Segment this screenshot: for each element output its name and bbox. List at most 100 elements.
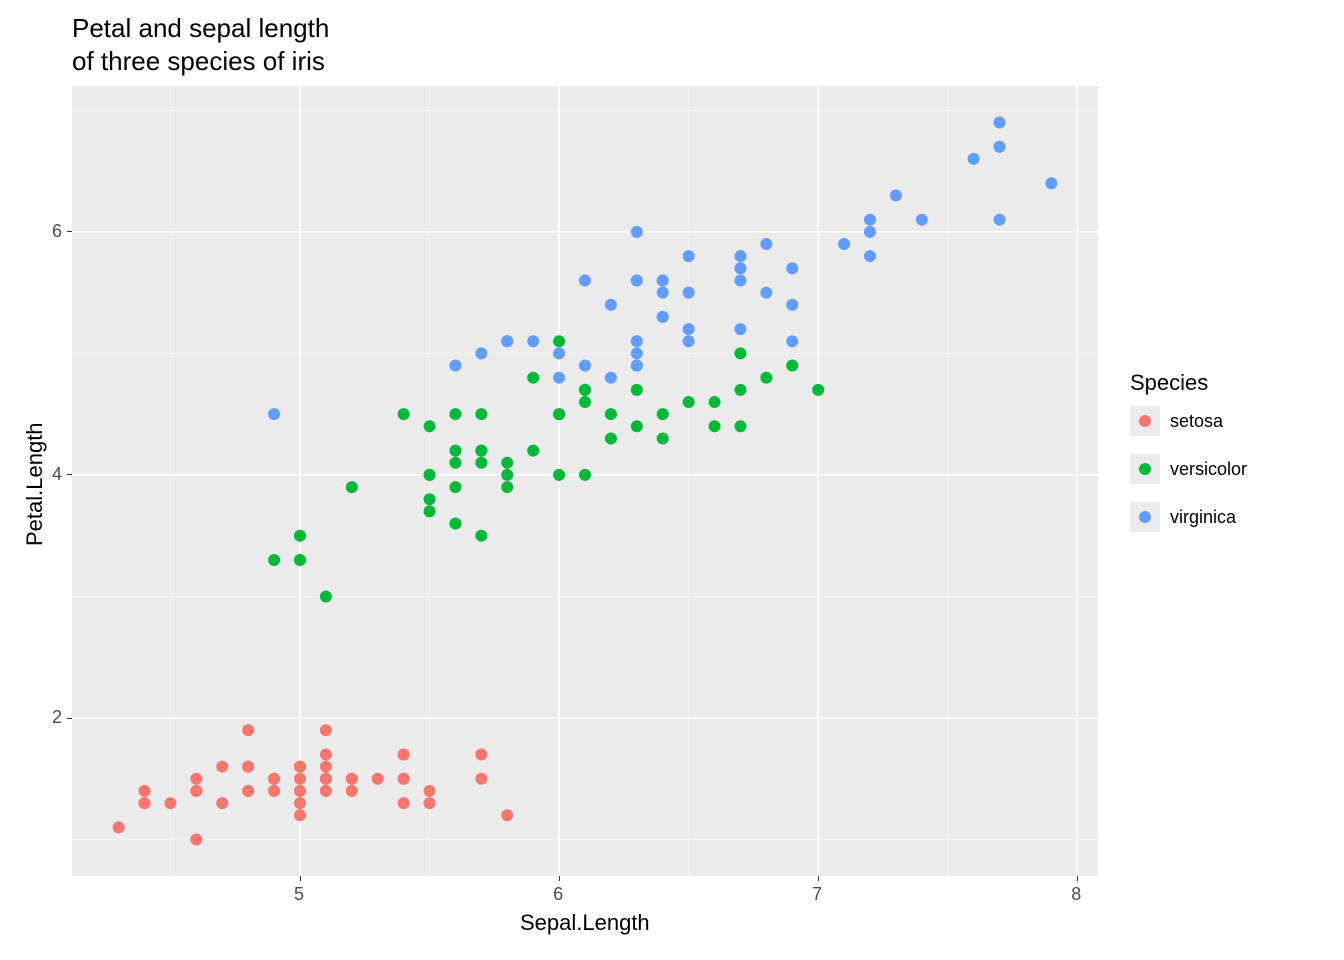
data-point [760,372,772,384]
data-point [734,250,746,262]
data-point [475,347,487,359]
data-point [605,432,617,444]
data-point [449,445,461,457]
data-point [424,505,436,517]
data-point [631,347,643,359]
data-point [786,335,798,347]
data-point [320,590,332,602]
legend-label: virginica [1170,507,1236,528]
data-point [139,797,151,809]
data-point [864,214,876,226]
data-point [631,360,643,372]
data-point [294,773,306,785]
legend-key [1130,406,1160,436]
data-point [268,408,280,420]
data-point [994,141,1006,153]
legend-item-setosa: setosa [1130,406,1223,436]
data-point [242,761,254,773]
data-point [683,287,695,299]
data-point [320,785,332,797]
data-point [294,809,306,821]
data-point [268,785,280,797]
chart-title: Petal and sepal length of three species … [72,12,329,77]
data-point [579,396,591,408]
data-point [683,396,695,408]
chart-panel [72,86,1098,876]
data-point [631,335,643,347]
data-point [657,432,669,444]
data-point [449,457,461,469]
data-point [294,554,306,566]
data-point [139,785,151,797]
legend-key [1130,502,1160,532]
data-point [424,469,436,481]
data-point [760,238,772,250]
data-point [968,153,980,165]
data-point [398,408,410,420]
data-point [1045,177,1057,189]
data-point [553,347,565,359]
data-point [683,250,695,262]
x-tick-label: 5 [294,884,304,905]
data-point [294,761,306,773]
data-point [657,311,669,323]
data-point [631,420,643,432]
data-point [527,372,539,384]
data-point [579,274,591,286]
data-point [579,360,591,372]
data-point [631,274,643,286]
data-point [164,797,176,809]
data-point [242,724,254,736]
data-point [475,408,487,420]
data-point [346,481,358,493]
legend-label: setosa [1170,411,1223,432]
data-point [734,323,746,335]
data-point [579,384,591,396]
data-point [346,785,358,797]
data-point [501,457,513,469]
data-point [398,748,410,760]
data-point [734,274,746,286]
data-point [553,335,565,347]
legend-label: versicolor [1170,459,1247,480]
data-point [475,457,487,469]
data-point [346,773,358,785]
data-point [605,299,617,311]
y-tick-mark [67,231,72,232]
x-tick-mark [818,876,819,881]
y-tick-label: 6 [52,221,62,242]
x-tick-mark [559,876,560,881]
data-point [734,262,746,274]
data-point [812,384,824,396]
data-point [268,773,280,785]
data-point [631,384,643,396]
data-point [994,214,1006,226]
data-point [553,408,565,420]
data-point [424,785,436,797]
data-point [864,226,876,238]
data-point [760,287,772,299]
data-point [424,493,436,505]
data-point [734,347,746,359]
data-point [216,761,228,773]
data-point [320,761,332,773]
data-point [786,262,798,274]
data-point [398,773,410,785]
data-point [449,518,461,530]
data-point [398,797,410,809]
data-point [734,420,746,432]
y-tick-mark [67,718,72,719]
data-point [449,360,461,372]
data-point [449,408,461,420]
x-tick-label: 6 [553,884,563,905]
legend-title: Species [1130,370,1208,396]
data-point [683,323,695,335]
legend-item-virginica: virginica [1130,502,1236,532]
data-point [657,274,669,286]
data-point [683,335,695,347]
data-point [501,481,513,493]
data-point [294,530,306,542]
data-point [320,773,332,785]
data-point [190,773,202,785]
data-point [838,238,850,250]
